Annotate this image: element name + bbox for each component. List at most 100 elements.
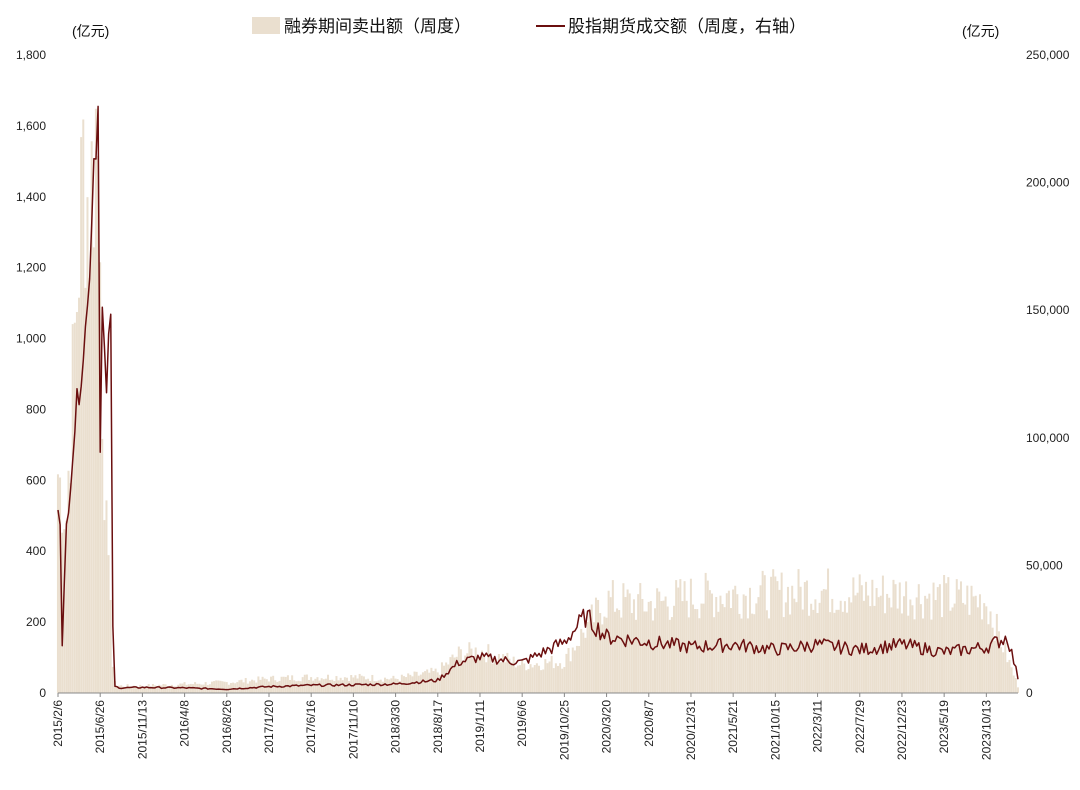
bar	[219, 680, 222, 693]
bar	[1010, 667, 1013, 693]
bar	[584, 637, 587, 693]
bar	[272, 675, 275, 693]
bar	[128, 686, 131, 693]
bar	[181, 683, 184, 693]
bar	[466, 653, 469, 693]
bar	[947, 577, 950, 693]
bar	[525, 670, 528, 693]
bar	[286, 675, 289, 693]
x-tick-label: 2021/10/15	[768, 700, 782, 760]
left-tick-label: 1,400	[16, 190, 46, 204]
bar	[736, 594, 739, 693]
bar	[837, 609, 840, 693]
bar	[687, 617, 690, 693]
bar	[236, 682, 239, 693]
bar	[82, 119, 85, 694]
bar	[917, 584, 920, 693]
bar	[257, 676, 260, 693]
bar	[232, 682, 235, 693]
bar	[428, 672, 431, 693]
bar	[170, 684, 173, 693]
bar	[90, 141, 93, 693]
x-tick-label: 2015/6/26	[93, 700, 107, 754]
bar	[504, 662, 507, 693]
bar	[767, 618, 770, 693]
bar	[130, 686, 133, 693]
bar	[1000, 647, 1003, 693]
bar	[369, 680, 372, 693]
bar	[928, 593, 931, 693]
bar	[698, 618, 701, 693]
line-series-layer	[57, 105, 1019, 691]
bar	[356, 678, 359, 693]
x-tick-label: 2019/1/11	[473, 700, 487, 753]
bar	[903, 596, 906, 693]
bar	[976, 607, 979, 693]
bar	[949, 610, 952, 693]
bar	[694, 609, 697, 693]
bar	[922, 618, 924, 693]
bar	[930, 619, 933, 693]
bar	[470, 648, 473, 693]
bar	[284, 676, 287, 693]
bar	[651, 620, 654, 693]
bar	[109, 599, 112, 693]
bar	[732, 589, 735, 693]
bar	[704, 572, 707, 693]
bar	[981, 619, 984, 693]
bar	[75, 312, 78, 693]
bar	[105, 500, 108, 693]
bar	[713, 617, 716, 693]
bar	[506, 652, 509, 693]
bar	[421, 672, 424, 693]
bar	[451, 654, 454, 693]
bar	[763, 575, 766, 693]
bar	[605, 617, 608, 693]
bar	[843, 601, 846, 693]
left-tick-label: 1,000	[16, 332, 46, 346]
bar	[419, 674, 422, 693]
bar	[411, 676, 414, 693]
bar	[778, 589, 781, 693]
bar	[392, 675, 395, 693]
bar	[784, 602, 787, 693]
bar	[213, 681, 216, 693]
bar	[149, 686, 152, 693]
bar	[632, 599, 635, 693]
bar	[514, 667, 517, 693]
bar	[934, 600, 937, 693]
bar	[601, 624, 604, 693]
legend-bar-swatch	[252, 17, 280, 34]
bar	[801, 609, 804, 693]
bar	[84, 287, 87, 693]
bar	[759, 585, 762, 693]
bar	[860, 585, 863, 693]
bar	[892, 579, 895, 693]
bar	[578, 646, 581, 693]
bar	[681, 601, 684, 693]
bar	[154, 685, 156, 693]
bar	[900, 613, 903, 693]
x-tick-label: 2017/6/16	[304, 700, 318, 754]
bar	[462, 662, 465, 693]
bar	[107, 555, 110, 693]
bar	[464, 655, 467, 693]
bar	[542, 669, 545, 693]
bar	[65, 520, 68, 693]
bar	[780, 572, 783, 693]
bar	[896, 608, 899, 693]
bar	[493, 657, 496, 693]
bar	[388, 679, 391, 693]
bar	[685, 600, 688, 693]
bar	[814, 599, 817, 693]
bar	[538, 665, 540, 693]
bar	[94, 108, 97, 693]
bar	[808, 615, 811, 693]
bar	[381, 681, 384, 693]
bar	[88, 277, 91, 693]
bar	[510, 662, 513, 693]
bar	[396, 679, 399, 693]
bar	[225, 682, 228, 693]
bar	[867, 595, 870, 693]
